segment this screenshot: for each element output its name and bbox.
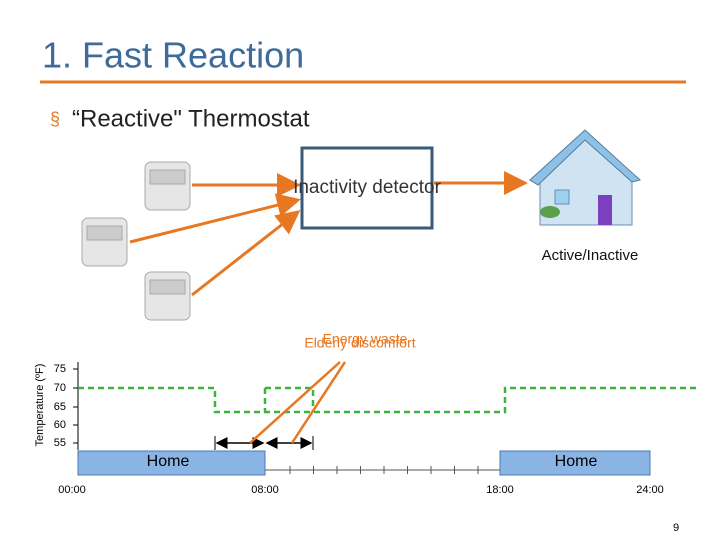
house-label: Active/Inactive — [542, 247, 639, 264]
house-icon — [529, 129, 642, 226]
home-period — [77, 450, 266, 476]
y-axis-label: Temperature (ºF) — [34, 364, 46, 447]
connector-arrows — [129, 171, 528, 297]
timeline: Temperature (ºF) Energy waste Elderly di… — [34, 331, 700, 496]
setpoint-line — [78, 386, 700, 414]
title: 1. Fast Reaction — [42, 35, 304, 76]
annotation: Elderly discomfort — [304, 335, 415, 351]
annotation: Energy waste — [323, 331, 408, 347]
x-tick-label: 18:00 — [486, 484, 514, 496]
sensors — [81, 161, 191, 321]
y-tick-label: 75 — [54, 363, 66, 375]
detector-label: Inactivity detector — [293, 177, 442, 198]
y-tick-label: 65 — [54, 401, 66, 413]
page-number: 9 — [673, 522, 679, 534]
detector-box — [300, 146, 434, 230]
x-tick-label: 08:00 — [251, 484, 279, 496]
bullet-marker: § — [50, 109, 60, 129]
x-tick-label: 24:00 — [636, 484, 664, 496]
annotation-pointer — [290, 361, 347, 444]
y-tick-label: 70 — [54, 382, 66, 394]
annotation-pointer — [249, 361, 341, 444]
y-tick-label: 60 — [54, 419, 66, 431]
period-label: Home — [147, 453, 190, 470]
x-tick-label: 00:00 — [58, 484, 86, 496]
y-tick-label: 55 — [54, 437, 66, 449]
period-label: Home — [555, 453, 598, 470]
bullet-text: “Reactive" Thermostat — [72, 105, 310, 132]
home-period — [499, 450, 651, 476]
